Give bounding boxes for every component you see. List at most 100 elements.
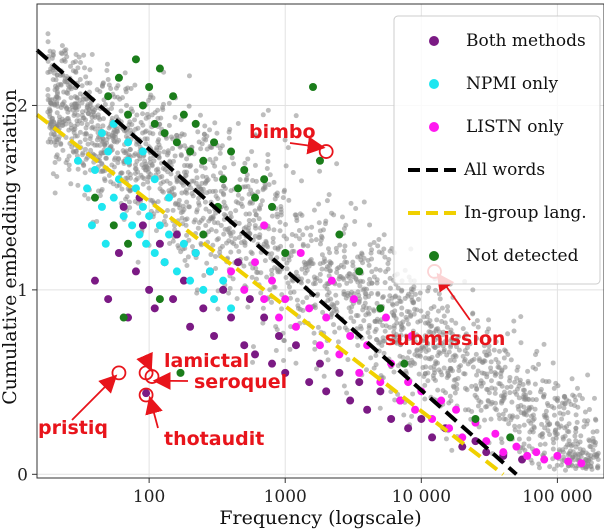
background-point — [536, 361, 542, 367]
background-point — [252, 162, 258, 168]
background-point — [134, 112, 140, 118]
background-point — [486, 317, 492, 323]
background-point — [283, 222, 289, 228]
background-point — [136, 210, 142, 216]
background-point — [272, 196, 278, 202]
series-point — [577, 459, 586, 468]
background-point — [347, 271, 353, 277]
background-point — [184, 232, 190, 238]
background-point — [207, 156, 213, 162]
background-point — [115, 94, 121, 100]
background-point — [72, 133, 78, 139]
background-point — [343, 295, 349, 301]
y-tick-label: 1 — [17, 281, 28, 301]
background-point — [194, 207, 200, 213]
background-point — [497, 416, 503, 422]
series-point — [260, 313, 269, 322]
background-point — [288, 253, 294, 259]
series-point — [219, 175, 228, 184]
background-point — [380, 338, 386, 344]
background-point — [526, 443, 532, 449]
background-point — [516, 436, 522, 442]
background-point — [452, 390, 458, 396]
series-point — [186, 276, 195, 285]
background-point — [211, 220, 217, 226]
background-point — [485, 398, 491, 404]
background-point — [337, 242, 343, 248]
background-point — [300, 299, 306, 305]
background-point — [64, 105, 70, 111]
background-point — [201, 273, 207, 279]
background-point — [212, 253, 218, 259]
background-point — [321, 373, 327, 379]
background-point — [52, 87, 58, 93]
background-point — [391, 313, 397, 319]
background-point — [421, 373, 427, 379]
background-point — [389, 338, 395, 344]
background-point — [319, 235, 325, 241]
background-point — [516, 424, 522, 430]
background-point — [579, 396, 585, 402]
series-point — [109, 193, 118, 202]
series-point — [553, 451, 562, 460]
background-point — [228, 210, 234, 216]
background-point — [186, 103, 192, 109]
background-point — [74, 118, 80, 124]
background-point — [45, 39, 51, 45]
series-point — [219, 285, 228, 294]
background-point — [116, 182, 122, 188]
background-point — [444, 375, 450, 381]
y-tick-label: 2 — [17, 96, 28, 116]
background-point — [328, 296, 334, 302]
series-point — [274, 313, 283, 322]
background-point — [342, 254, 348, 260]
background-point — [441, 365, 447, 371]
background-point — [140, 181, 146, 187]
background-point — [495, 364, 501, 370]
series-point — [83, 184, 92, 193]
background-point — [301, 259, 307, 265]
background-point — [118, 108, 124, 114]
background-point — [63, 135, 69, 141]
series-point — [251, 350, 260, 359]
background-point — [53, 94, 59, 100]
background-point — [197, 112, 203, 118]
data-points — [73, 55, 586, 468]
series-point — [291, 341, 300, 350]
background-point — [369, 280, 375, 286]
background-point — [246, 221, 252, 227]
series-point — [138, 221, 147, 230]
background-point — [271, 227, 277, 233]
background-point — [229, 155, 235, 161]
series-point — [296, 248, 305, 257]
background-point — [380, 322, 386, 328]
background-point — [382, 280, 388, 286]
background-point — [293, 360, 299, 366]
background-point — [296, 227, 302, 233]
background-point — [101, 142, 107, 148]
background-point — [53, 154, 59, 160]
series-point — [245, 295, 254, 304]
background-point — [331, 304, 337, 310]
series-point — [540, 455, 549, 464]
background-point — [266, 226, 272, 232]
background-point — [100, 123, 106, 129]
background-point — [536, 465, 542, 471]
background-point — [66, 127, 72, 133]
background-point — [359, 250, 365, 256]
x-axis-label: Frequency (logscale) — [219, 507, 421, 529]
background-point — [230, 276, 236, 282]
background-point — [416, 371, 422, 377]
background-point — [59, 58, 65, 64]
background-point — [505, 352, 511, 358]
background-point — [267, 287, 273, 293]
background-point — [526, 436, 532, 442]
background-point — [228, 188, 234, 194]
background-point — [184, 262, 190, 268]
background-point — [73, 148, 79, 154]
background-point — [120, 148, 126, 154]
background-point — [591, 438, 597, 444]
background-point — [324, 198, 330, 204]
background-point — [242, 242, 248, 248]
series-point — [155, 221, 164, 230]
